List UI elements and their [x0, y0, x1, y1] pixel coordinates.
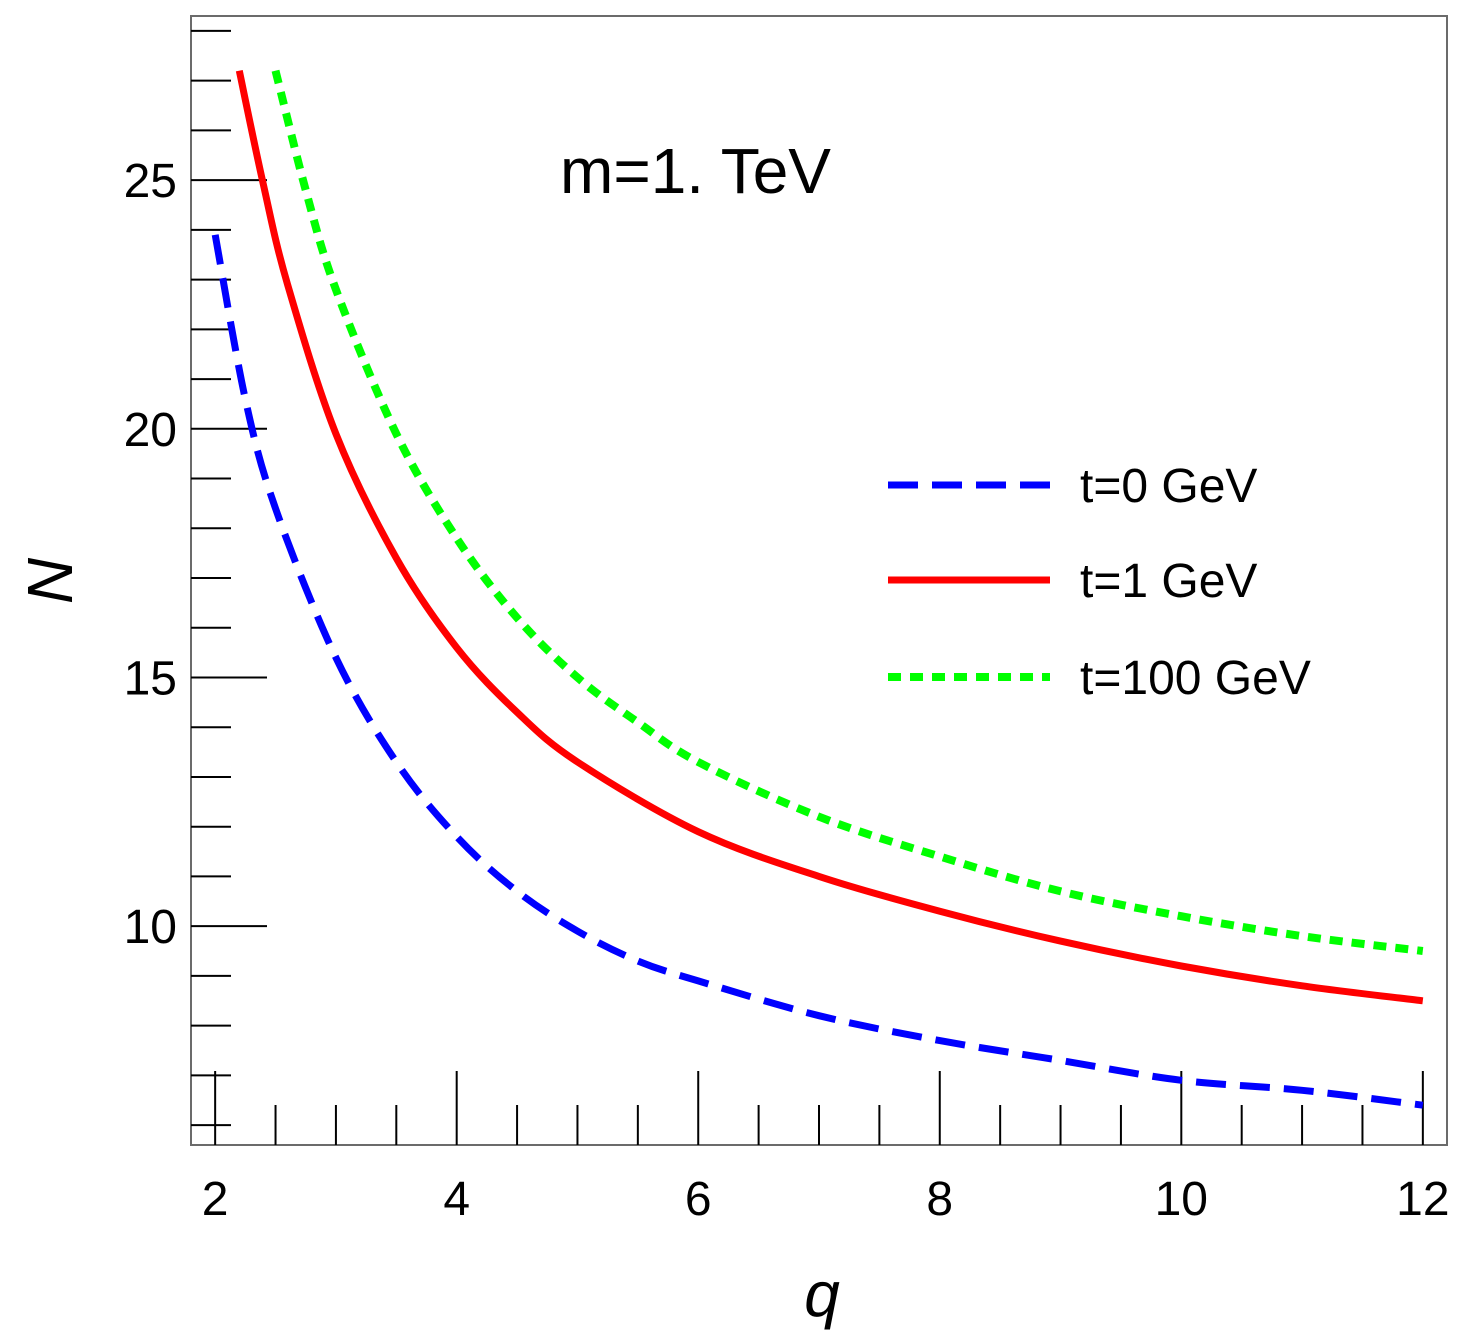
legend: t=0 GeV t=1 GeV t=100 GeV [888, 460, 1311, 705]
legend-label-3: t=100 GeV [1080, 652, 1311, 705]
series-layer [211, 69, 1424, 1109]
series-line-1 [211, 234, 1424, 1109]
y-tick-label: 20 [124, 404, 177, 457]
series-line-3 [271, 69, 1424, 955]
legend-label-2: t=1 GeV [1080, 555, 1257, 608]
labels-layer: m=1. TeV q N [14, 135, 840, 1330]
series-line-2 [235, 69, 1424, 1005]
x-tick-label: 6 [685, 1173, 712, 1226]
x-tick-label: 10 [1155, 1173, 1208, 1226]
legend-label-1: t=0 GeV [1080, 460, 1257, 513]
y-axis-title: N [14, 557, 86, 604]
annotation-text: m=1. TeV [560, 135, 831, 207]
y-tick-label: 15 [124, 652, 177, 705]
ticks-layer: 2 4 6 8 10 12 10 15 20 25 [124, 29, 1450, 1226]
x-tick-label: 4 [443, 1173, 470, 1226]
x-tick-label: 8 [926, 1173, 953, 1226]
y-tick-label: 25 [124, 155, 177, 208]
x-tick-label: 2 [202, 1173, 229, 1226]
y-tick-label: 10 [124, 901, 177, 954]
x-axis-title: q [804, 1258, 840, 1330]
x-tick-label: 12 [1396, 1173, 1449, 1226]
